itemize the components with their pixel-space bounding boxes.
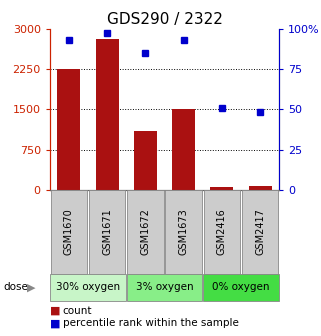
Text: 3% oxygen: 3% oxygen xyxy=(136,282,193,292)
Text: ■: ■ xyxy=(50,306,60,316)
Text: GSM1670: GSM1670 xyxy=(64,208,74,255)
Text: ▶: ▶ xyxy=(27,282,36,292)
Bar xyxy=(249,186,272,190)
Text: GSM1673: GSM1673 xyxy=(179,208,189,255)
Bar xyxy=(134,131,157,190)
Text: count: count xyxy=(63,306,92,316)
Text: GSM2416: GSM2416 xyxy=(217,208,227,255)
Bar xyxy=(172,109,195,190)
Text: GSM1672: GSM1672 xyxy=(140,208,150,255)
Text: 0% oxygen: 0% oxygen xyxy=(212,282,270,292)
Text: dose: dose xyxy=(3,282,28,292)
Bar xyxy=(96,39,118,190)
Text: ■: ■ xyxy=(50,318,60,328)
Title: GDS290 / 2322: GDS290 / 2322 xyxy=(107,12,222,28)
Text: GSM2417: GSM2417 xyxy=(255,208,265,255)
Bar xyxy=(57,69,80,190)
Text: 30% oxygen: 30% oxygen xyxy=(56,282,120,292)
Text: GSM1671: GSM1671 xyxy=(102,208,112,255)
Bar xyxy=(211,187,233,190)
Text: percentile rank within the sample: percentile rank within the sample xyxy=(63,318,239,328)
